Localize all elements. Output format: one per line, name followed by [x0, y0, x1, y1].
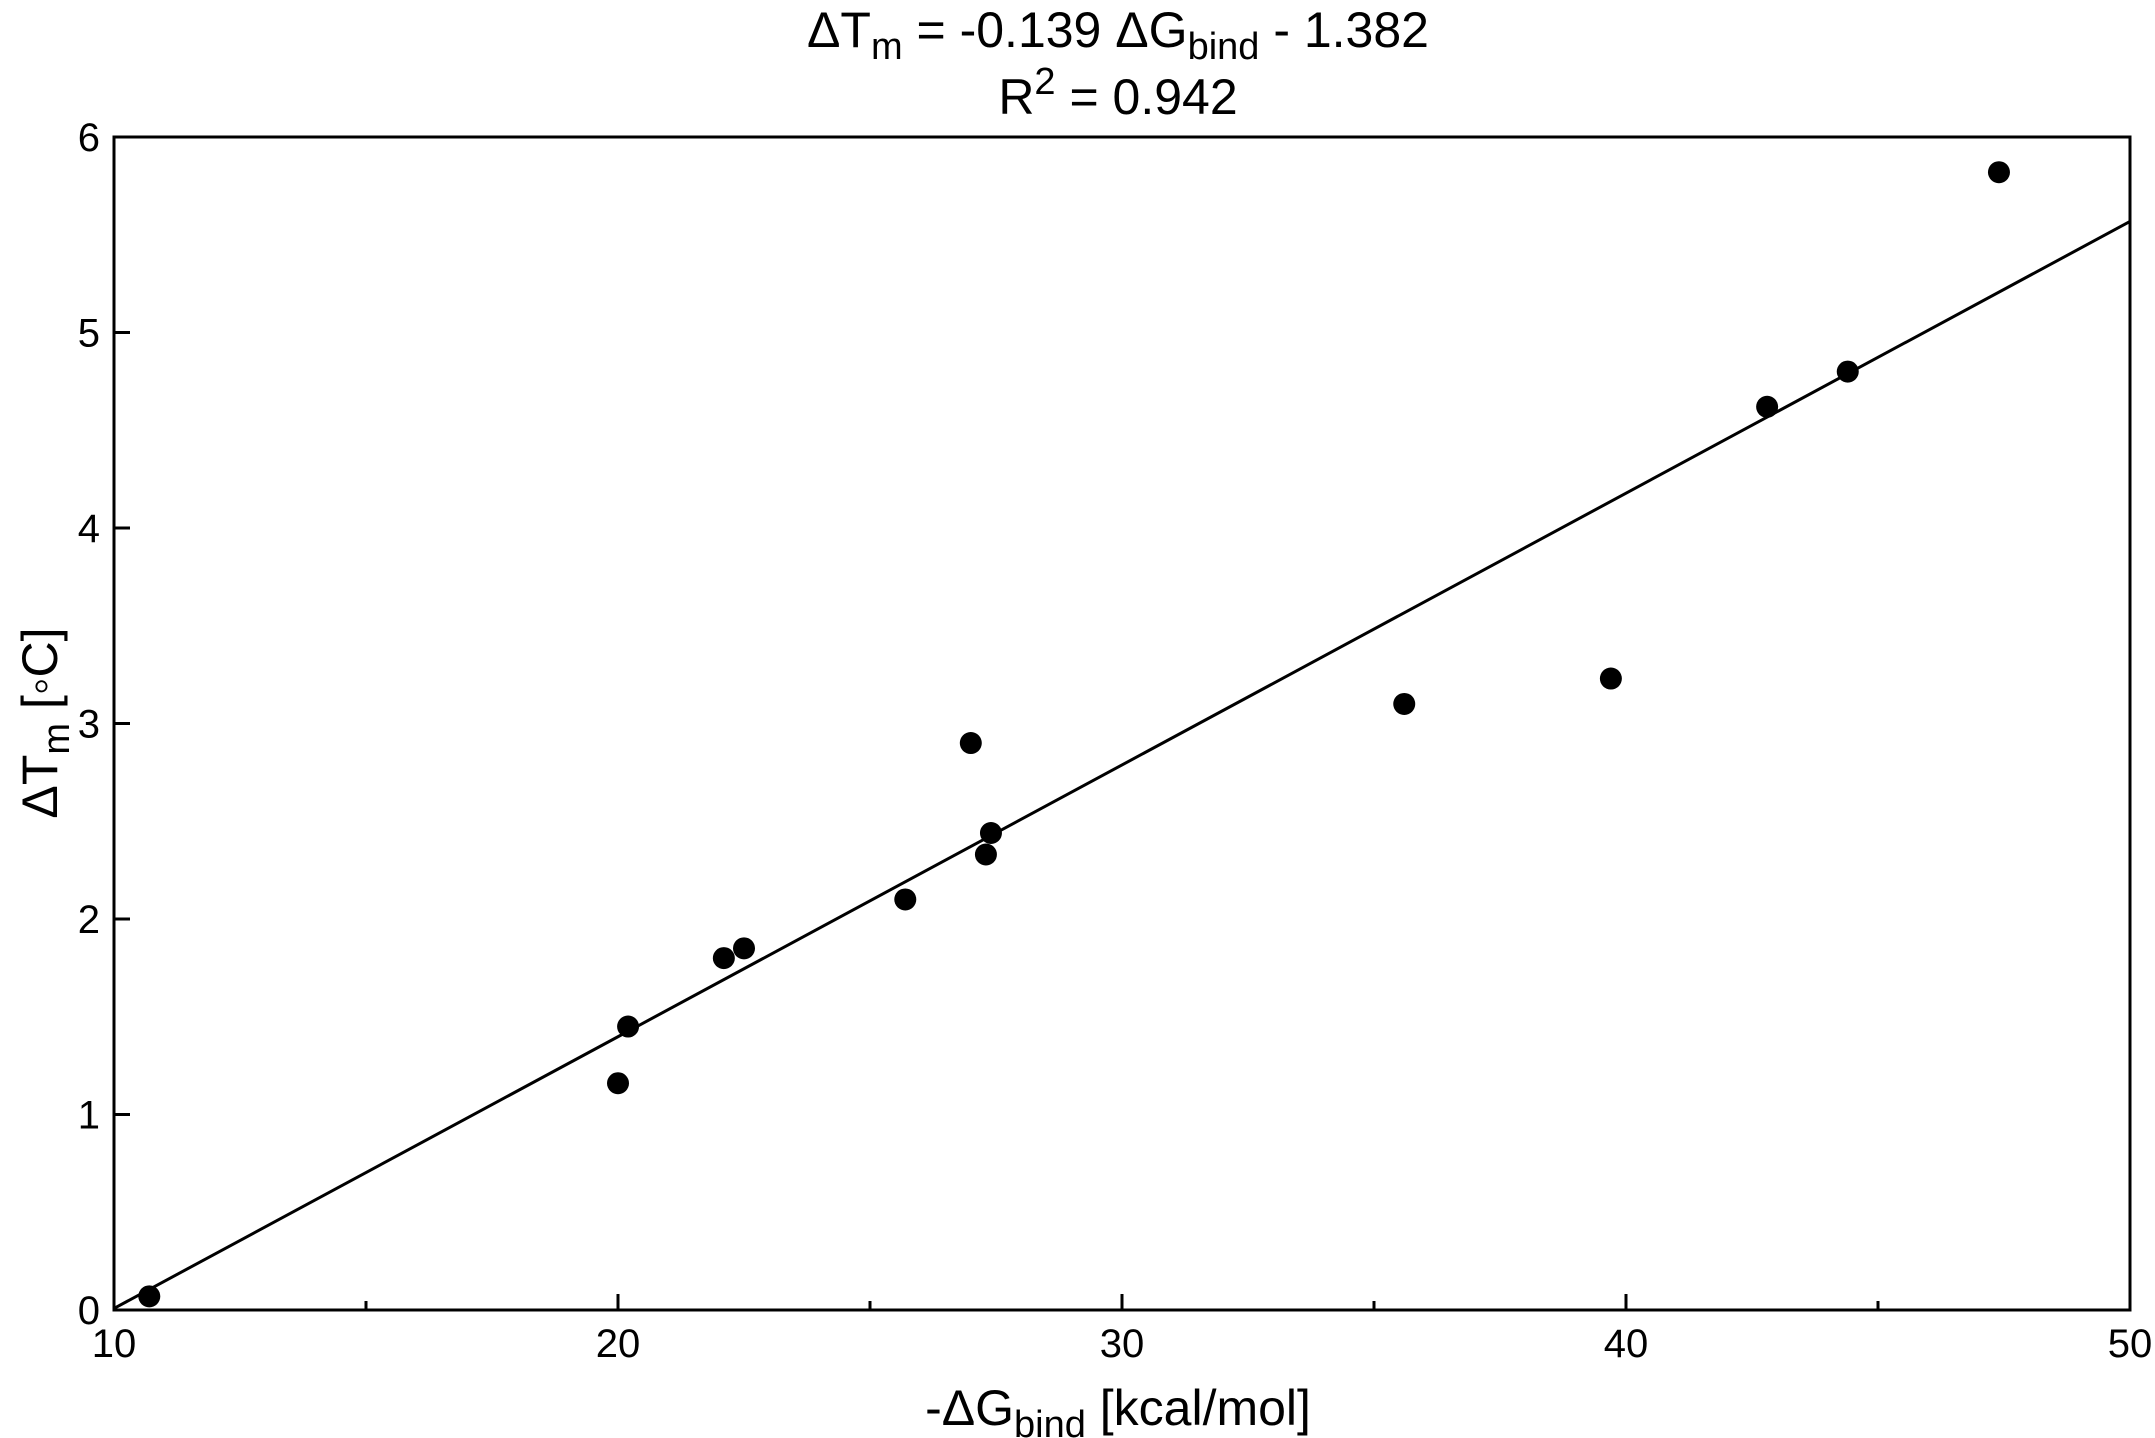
xlabel-sub: bind	[1014, 1404, 1086, 1438]
data-point	[1599, 667, 1622, 690]
data-point	[617, 1015, 640, 1038]
subtitle-sup: 2	[1034, 61, 1055, 103]
data-point	[894, 888, 917, 911]
x-tick-label: 50	[2108, 1322, 2153, 1366]
data-point	[138, 1285, 161, 1308]
y-tick-label: 2	[78, 898, 100, 942]
data-point	[712, 947, 735, 970]
y-tick-label: 3	[78, 703, 100, 747]
y-axis-label: ΔTm [◦C]	[12, 627, 78, 818]
data-point	[733, 937, 755, 960]
title-sub-m: m	[871, 26, 903, 68]
y-tick-label: 6	[78, 116, 100, 160]
title-g: G	[1149, 2, 1188, 58]
ylabel-delta: Δ	[12, 785, 68, 818]
data-point	[959, 732, 982, 755]
fit-line-group	[113, 220, 2131, 1310]
ylabel-rest: [◦C]	[12, 627, 68, 723]
data-point	[607, 1072, 629, 1095]
data-point	[1393, 692, 1416, 715]
data-points	[138, 161, 2010, 1308]
y-tick-label: 5	[78, 312, 100, 356]
data-point	[979, 821, 1002, 844]
y-tick-label: 0	[78, 1289, 100, 1333]
data-point	[1987, 161, 2010, 184]
x-tick-label: 10	[92, 1322, 137, 1366]
tick-labels: 10 20 30 40 50 0 1 2 3 4 5 6	[78, 116, 2153, 1366]
subtitle-r: R	[998, 69, 1034, 125]
axis-ticks	[112, 135, 2132, 1312]
x-tick-label: 40	[1604, 1322, 1649, 1366]
y-tick-label: 1	[78, 1094, 100, 1138]
xlabel-prefix: -Δ	[925, 1380, 975, 1436]
ylabel-t: T	[12, 755, 68, 786]
data-point	[1756, 395, 1779, 418]
chart-subtitle: R2 = 0.942	[998, 61, 1237, 125]
plot-frame	[112, 135, 2132, 1312]
title-tail: - 1.382	[1259, 2, 1429, 58]
y-tick-label: 4	[78, 507, 100, 551]
regression-line	[113, 220, 2131, 1310]
title-delta-2: Δ	[1115, 2, 1148, 58]
x-tick-label: 20	[596, 1322, 641, 1366]
data-point	[974, 843, 997, 866]
data-point	[1836, 360, 1859, 383]
x-axis-label: -ΔGbind [kcal/mol]	[925, 1380, 1311, 1438]
ylabel-sub: m	[36, 723, 78, 755]
title-sub-bind: bind	[1188, 26, 1260, 68]
title-t: T	[840, 2, 871, 58]
xlabel-rest: [kcal/mol]	[1086, 1380, 1311, 1436]
x-tick-label: 30	[1100, 1322, 1145, 1366]
title-mid: = -0.139	[903, 2, 1116, 58]
chart-title: ΔTm = -0.139 ΔGbind - 1.382	[807, 2, 1429, 68]
title-delta: Δ	[807, 2, 840, 58]
xlabel-g: G	[975, 1380, 1014, 1436]
subtitle-rest: = 0.942	[1056, 69, 1238, 125]
